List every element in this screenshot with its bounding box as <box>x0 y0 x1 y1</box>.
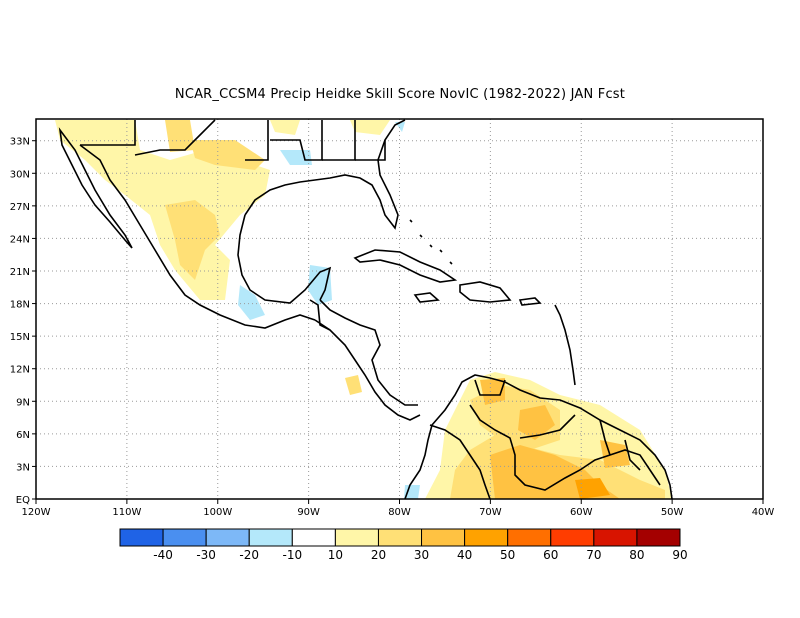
lon-tick-label: 110W <box>112 507 141 518</box>
lat-tick-label: EQ <box>16 495 30 506</box>
lat-tick-label: 15N <box>10 332 30 343</box>
skill-shading <box>55 120 672 499</box>
lon-tick-label: 90W <box>297 507 320 518</box>
latitude-ticks: EQ 3N 6N 9N 12N 15N 18N 21N 24N 27N 30N 33N <box>10 137 36 506</box>
lon-tick-label: 60W <box>570 507 593 518</box>
colorbar-swatch <box>248 528 293 547</box>
lon-tick-label: 100W <box>203 507 232 518</box>
colorbar-level-label: 40 <box>457 548 472 562</box>
colorbar-level-label: -10 <box>283 548 303 562</box>
lat-tick-label: 18N <box>10 300 30 311</box>
colorbar-level-label: 50 <box>500 548 515 562</box>
grid-lines <box>36 119 763 499</box>
lat-tick-label: 21N <box>10 267 30 278</box>
map-title: NCAR_CCSM4 Precip Heidke Skill Score Nov… <box>174 87 626 102</box>
lon-tick-label: 50W <box>661 507 684 518</box>
colorbar-swatch <box>291 528 336 547</box>
colorbar-level-label: 10 <box>328 548 343 562</box>
colorbar-swatch <box>334 528 379 547</box>
lat-tick-label: 24N <box>10 234 30 245</box>
longitude-ticks: 120W 110W 100W 90W 80W 70W 60W 50W 40W <box>22 499 775 518</box>
colorbar-level-label: -40 <box>153 548 173 562</box>
colorbar-swatch <box>550 528 595 547</box>
colorbar-swatch <box>377 528 423 547</box>
colorbar-swatch <box>464 528 509 547</box>
lon-tick-label: 120W <box>22 507 51 518</box>
colorbar-swatch <box>162 528 207 547</box>
lat-tick-label: 33N <box>10 137 30 148</box>
colorbar-boxes <box>119 528 681 547</box>
lon-tick-label: 70W <box>479 507 502 518</box>
colorbar-swatch <box>119 528 164 547</box>
lat-tick-label: 3N <box>16 462 30 473</box>
colorbar-swatch <box>421 528 466 547</box>
lat-tick-label: 30N <box>10 169 30 180</box>
colorbar-level-label: 80 <box>629 548 644 562</box>
colorbar-labels: -40 -30 -20 -10 10 20 30 40 50 60 70 80 90 <box>153 548 687 562</box>
colorbar-level-label: -30 <box>196 548 216 562</box>
coastlines <box>58 119 673 499</box>
lat-tick-label: 9N <box>16 397 30 408</box>
colorbar-swatch <box>507 528 552 547</box>
colorbar-level-label: 70 <box>586 548 601 562</box>
lon-tick-label: 80W <box>388 507 411 518</box>
colorbar-swatch <box>205 528 250 547</box>
lon-tick-label: 40W <box>752 507 775 518</box>
colorbar-level-label: 20 <box>371 548 386 562</box>
colorbar-level-label: 30 <box>414 548 429 562</box>
lat-tick-label: 27N <box>10 202 30 213</box>
colorbar-level-label: 60 <box>543 548 558 562</box>
colorbar-level-label: 90 <box>672 548 687 562</box>
colorbar-level-label: -20 <box>239 548 259 562</box>
colorbar-swatch <box>636 528 681 547</box>
lat-tick-label: 6N <box>16 430 30 441</box>
lat-tick-label: 12N <box>10 365 30 376</box>
colorbar-swatch <box>593 528 638 547</box>
